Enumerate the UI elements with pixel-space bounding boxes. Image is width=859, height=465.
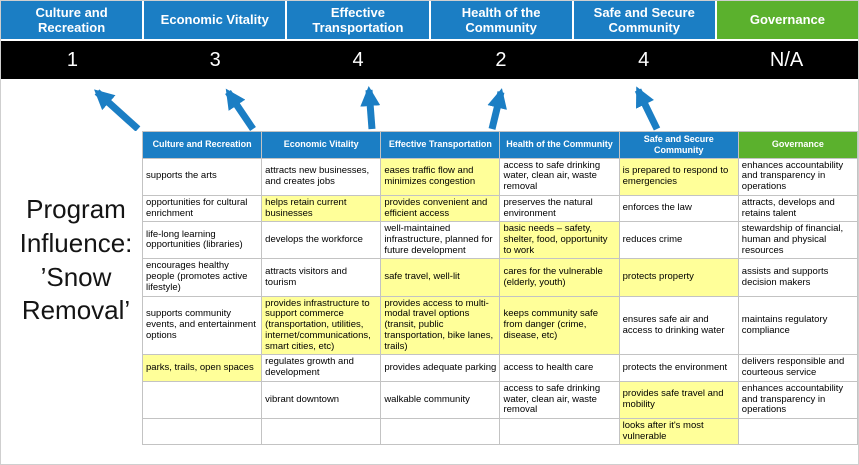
matrix-row: opportunities for cultural enrichment hel… bbox=[141, 194, 858, 223]
pillar-header: Governance bbox=[716, 1, 858, 39]
matrix-cell: walkable community bbox=[380, 380, 501, 420]
matrix-cell: delivers responsible and courteous servi… bbox=[737, 354, 858, 382]
matrix-cell: keeps community safe from danger (crime,… bbox=[499, 295, 620, 356]
pillar-header: Economic Vitality bbox=[144, 1, 286, 39]
matrix-cell: looks after it's most vulnerable bbox=[618, 418, 739, 446]
matrix-header-cell: Safe and Secure Community bbox=[618, 131, 739, 159]
matrix-cell: provides infrastructure to support comme… bbox=[261, 295, 382, 356]
matrix-cell: provides convenient and efficient access bbox=[380, 194, 501, 223]
matrix-cell: develops the workforce bbox=[261, 221, 382, 260]
score-value: 4 bbox=[352, 48, 364, 71]
matrix-header-cell: Effective Transportation bbox=[380, 131, 501, 159]
matrix-cell: opportunities for cultural enrichment bbox=[141, 194, 263, 223]
matrix-cell: assists and supports decision makers bbox=[737, 258, 858, 297]
matrix-cell bbox=[380, 418, 501, 446]
matrix-cell: access to health care bbox=[499, 354, 620, 382]
score-arrows bbox=[94, 86, 661, 131]
matrix-cell: cares for the vulnerable (elderly, youth… bbox=[499, 258, 620, 297]
matrix-cell bbox=[499, 418, 620, 446]
pillar-header: Effective Transportation bbox=[287, 1, 429, 39]
matrix-cell: stewardship of financial, human and phys… bbox=[737, 221, 858, 260]
matrix-cell: provides adequate parking bbox=[380, 354, 501, 382]
matrix-row: parks, trails, open spaces regulates grow… bbox=[141, 354, 858, 382]
matrix-cell: enhances accountability and transparency… bbox=[737, 380, 858, 420]
up-arrow-icon bbox=[225, 88, 256, 131]
up-arrow-icon bbox=[94, 89, 141, 131]
matrix-cell: protects property bbox=[618, 258, 739, 297]
matrix-cell: provides safe travel and mobility bbox=[618, 380, 739, 420]
score-bar: 1 3 4 2 4 N/A bbox=[1, 41, 858, 79]
matrix-cell: provides access to multi-modal travel op… bbox=[380, 295, 501, 356]
matrix-cell: safe travel, well-lit bbox=[380, 258, 501, 297]
matrix-cell: ensures safe air and access to drinking … bbox=[618, 295, 739, 356]
matrix-cell: regulates growth and development bbox=[261, 354, 382, 382]
matrix-cell: attracts new businesses, and creates job… bbox=[261, 157, 382, 196]
up-arrow-icon bbox=[487, 88, 507, 130]
matrix-cell: parks, trails, open spaces bbox=[141, 354, 263, 382]
matrix-row: life-long learning opportunities (librar… bbox=[141, 221, 858, 260]
matrix-cell: basic needs – safety, shelter, food, opp… bbox=[499, 221, 620, 260]
page-title: Program Influence: ’Snow Removal’ bbox=[19, 194, 133, 326]
score-value: N/A bbox=[769, 48, 804, 71]
matrix-cell: preserves the natural environment bbox=[499, 194, 620, 223]
pillar-header: Health of the Community bbox=[430, 1, 572, 39]
matrix-cell: eases traffic flow and minimizes congest… bbox=[380, 157, 501, 196]
matrix-cell: helps retain current businesses bbox=[261, 194, 382, 223]
matrix-cell: access to safe drinking water, clean air… bbox=[499, 380, 620, 420]
score-value: 2 bbox=[495, 48, 507, 71]
matrix-row: encourages healthy people (promotes acti… bbox=[141, 258, 858, 297]
matrix-cell: maintains regulatory compliance bbox=[737, 295, 858, 356]
score-value: 4 bbox=[638, 48, 650, 71]
up-arrow-icon bbox=[360, 86, 381, 130]
matrix-header-cell: Health of the Community bbox=[499, 131, 620, 159]
pillar-header: Culture and Recreation bbox=[1, 1, 143, 39]
influence-matrix: Culture and Recreation Economic Vitality E… bbox=[141, 131, 858, 446]
matrix-cell bbox=[141, 380, 263, 420]
matrix-cell: attracts visitors and tourism bbox=[261, 258, 382, 297]
matrix-header-cell: Economic Vitality bbox=[261, 131, 382, 159]
matrix-cell: enhances accountability and transparency… bbox=[737, 157, 858, 196]
matrix-header-cell: Governance bbox=[737, 131, 858, 159]
score-value: 3 bbox=[209, 48, 221, 71]
matrix-cell bbox=[141, 418, 263, 446]
matrix-cell: access to safe drinking water, clean air… bbox=[499, 157, 620, 196]
matrix-header-row: Culture and Recreation Economic Vitality E… bbox=[141, 131, 858, 159]
matrix-row: supports community events, and entertain… bbox=[141, 295, 858, 356]
matrix-row: vibrant downtown walkable community access… bbox=[141, 380, 858, 420]
matrix-cell: vibrant downtown bbox=[261, 380, 382, 420]
matrix-cell: attracts, develops and retains talent bbox=[737, 194, 858, 223]
matrix-cell bbox=[261, 418, 382, 446]
matrix-cell: enforces the law bbox=[618, 194, 739, 223]
matrix-cell: well-maintained infrastructure, planned … bbox=[380, 221, 501, 260]
pillar-header: Safe and Secure Community bbox=[573, 1, 715, 39]
matrix-cell: supports community events, and entertain… bbox=[141, 295, 263, 356]
matrix-cell bbox=[737, 418, 858, 446]
matrix-cell: encourages healthy people (promotes acti… bbox=[141, 258, 263, 297]
matrix-cell: protects the environment bbox=[618, 354, 739, 382]
matrix-cell: supports the arts bbox=[141, 157, 263, 196]
matrix-row: supports the arts attracts new businesses… bbox=[141, 157, 858, 196]
matrix-header-cell: Culture and Recreation bbox=[141, 131, 263, 159]
matrix-row: looks after it's most vulnerable bbox=[141, 418, 858, 446]
matrix-cell: reduces crime bbox=[618, 221, 739, 260]
matrix-cell: is prepared to respond to emergencies bbox=[618, 157, 739, 196]
score-value: 1 bbox=[66, 48, 78, 71]
matrix-cell: life-long learning opportunities (librar… bbox=[141, 221, 263, 260]
up-arrow-icon bbox=[634, 86, 661, 131]
pillar-header-row: Culture and Recreation Economic Vitality E… bbox=[1, 1, 858, 39]
